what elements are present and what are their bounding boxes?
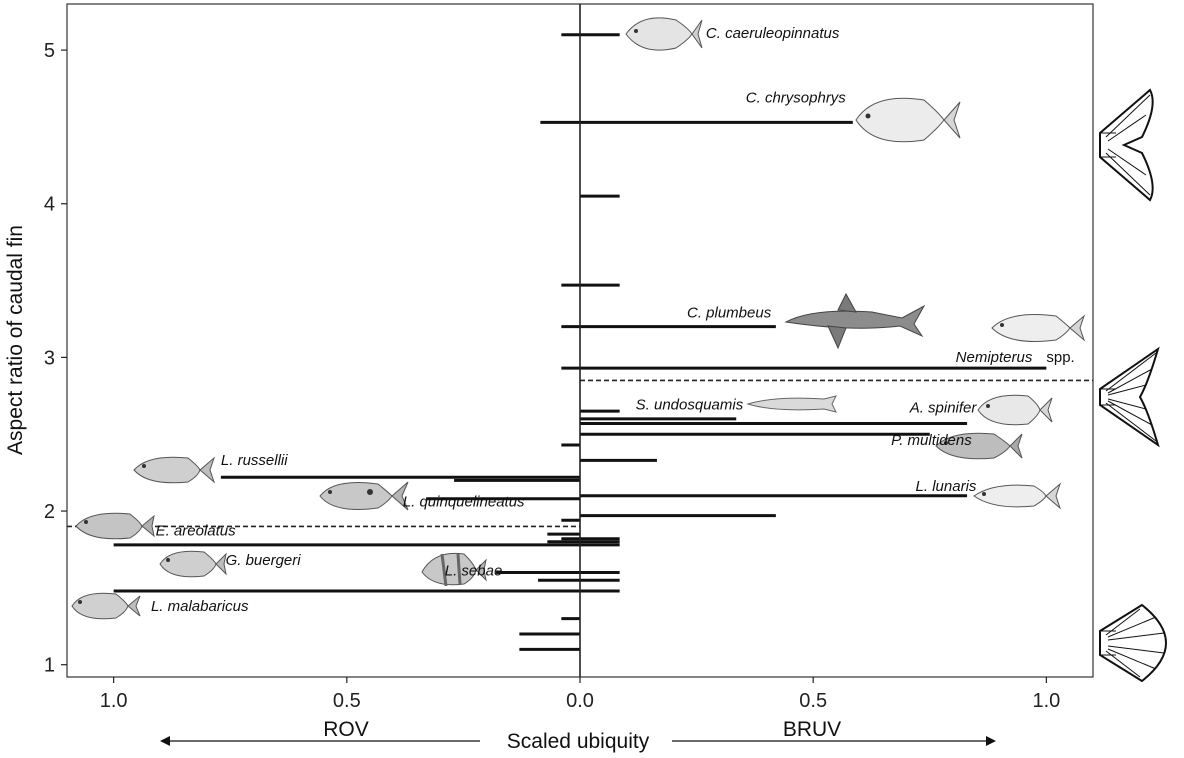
grouper-illustration <box>75 512 155 540</box>
species-label: L. quinquelineatus <box>403 493 525 510</box>
x-axis-title: Scaled ubiquity <box>507 730 650 753</box>
species-label: Nemipterus <box>956 349 1033 366</box>
species-label: spp. <box>1046 349 1074 366</box>
scad-illustration <box>973 482 1062 510</box>
species-labels: C. caeruleopinnatus C. chrysophrys C. plum… <box>151 25 1075 615</box>
species-label: C. chrysophrys <box>746 89 847 106</box>
reference-lines <box>67 379 1093 528</box>
trevally-illustration <box>625 17 703 51</box>
golden-trevally-illustration <box>855 97 961 143</box>
y-axis-title: Aspect ratio of caudal fin <box>4 225 27 455</box>
species-label: C. plumbeus <box>687 304 772 321</box>
bream-illustration <box>977 394 1053 426</box>
y-tick-label: 5 <box>44 40 55 62</box>
rov-method-label: ROV <box>323 718 369 741</box>
x-tick-label: 1.0 <box>1032 690 1060 712</box>
red-emperor-illustration <box>421 552 487 587</box>
species-label: P. multidens <box>891 432 972 449</box>
species-label: S. undosquamis <box>636 397 744 414</box>
species-label: L. russellii <box>221 452 288 469</box>
y-axis-ticks: 1 2 3 4 5 <box>44 40 67 677</box>
rounded-tail-icon <box>1099 603 1167 683</box>
y-tick-label: 2 <box>44 501 55 523</box>
lizardfish-illustration <box>746 395 837 413</box>
y-tick-label: 3 <box>44 347 55 369</box>
sandbar-shark-illustration <box>784 292 926 350</box>
species-label: L. malabaricus <box>151 598 249 615</box>
species-label: G. buergeri <box>226 552 302 569</box>
bruv-method-label: BRUV <box>783 718 841 741</box>
red-snapper-illustration <box>71 592 141 620</box>
x-tick-label: 1.0 <box>100 690 128 712</box>
x-tick-label: 0.5 <box>333 690 361 712</box>
species-label: E. areolatus <box>156 523 237 540</box>
bars-layer <box>113 33 1047 651</box>
sweetlips-illustration <box>159 550 227 578</box>
x-tick-label: 0.0 <box>566 690 594 712</box>
y-tick-label: 4 <box>44 194 55 216</box>
x-axis-ticks: 1.0 0.5 0.0 0.5 1.0 <box>100 677 1060 712</box>
species-label: L. lunaris <box>916 478 977 495</box>
bruv-direction-arrow <box>672 736 996 746</box>
lunate-tail-icon <box>1099 88 1154 202</box>
forked-tail-icon <box>1099 346 1160 448</box>
species-label: L. sebae <box>445 563 503 580</box>
snapper-striped-illustration <box>319 481 409 511</box>
rov-direction-arrow <box>160 736 480 746</box>
species-label: C. caeruleopinnatus <box>706 25 840 42</box>
threadfin-bream-illustration <box>991 314 1086 342</box>
y-tick-label: 1 <box>44 655 55 677</box>
emperor-illustration <box>935 432 1023 460</box>
species-label: A. spinifer <box>909 400 978 417</box>
snapper-illustration <box>133 456 216 484</box>
x-tick-label: 0.5 <box>799 690 827 712</box>
